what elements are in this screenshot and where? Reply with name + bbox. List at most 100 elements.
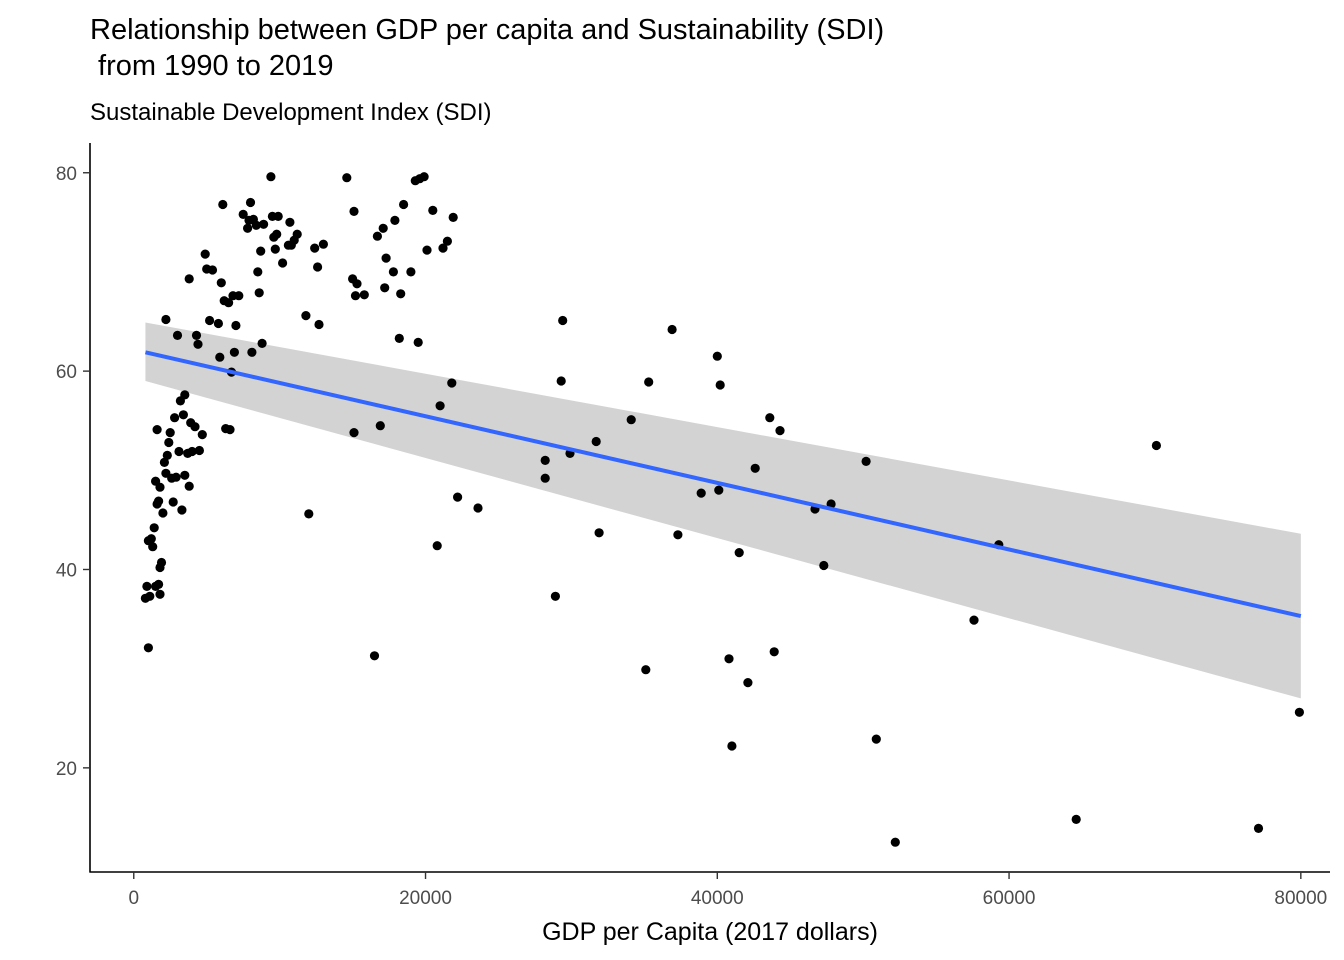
data-point xyxy=(224,298,234,308)
data-point xyxy=(253,267,263,277)
data-point xyxy=(254,288,264,298)
data-point xyxy=(406,267,416,277)
data-point xyxy=(168,497,178,507)
data-point xyxy=(724,654,734,664)
data-point xyxy=(435,401,445,411)
data-point xyxy=(447,378,457,388)
data-point xyxy=(247,347,257,357)
data-point xyxy=(256,246,266,256)
data-point xyxy=(969,615,979,625)
data-point xyxy=(390,215,400,225)
data-point xyxy=(152,425,162,435)
data-point xyxy=(349,428,359,438)
trend-line xyxy=(144,350,1302,619)
x-tick-label: 0 xyxy=(128,888,139,909)
data-point xyxy=(673,530,683,540)
data-point xyxy=(270,244,280,254)
data-point xyxy=(154,579,164,590)
data-point xyxy=(155,589,165,599)
data-point xyxy=(213,318,223,329)
x-axis-title: GDP per Capita (2017 dollars) xyxy=(542,918,878,946)
data-point xyxy=(734,548,744,558)
data-point xyxy=(190,422,200,432)
data-point xyxy=(375,421,385,431)
data-point xyxy=(148,542,158,552)
data-point xyxy=(245,197,256,208)
data-point xyxy=(171,472,181,482)
data-point xyxy=(696,488,706,498)
x-tick-label: 20000 xyxy=(399,888,452,909)
data-point xyxy=(205,315,215,326)
data-point xyxy=(438,243,448,253)
data-point xyxy=(352,279,362,289)
y-tick-label: 40 xyxy=(56,560,77,581)
data-point xyxy=(413,337,423,347)
data-point xyxy=(149,523,159,533)
data-point xyxy=(164,437,174,448)
data-point xyxy=(861,456,871,466)
data-point xyxy=(1071,814,1081,825)
data-point xyxy=(174,446,184,457)
data-point xyxy=(890,837,900,847)
data-point xyxy=(156,557,167,568)
data-point xyxy=(556,376,566,386)
data-point xyxy=(442,236,452,246)
data-point xyxy=(216,278,226,288)
data-point xyxy=(170,413,180,423)
data-point xyxy=(396,289,406,299)
data-point xyxy=(178,410,188,420)
data-point xyxy=(301,311,311,321)
data-point xyxy=(200,249,210,259)
data-point xyxy=(172,330,183,340)
data-point xyxy=(145,591,155,601)
data-point xyxy=(165,428,175,438)
data-point xyxy=(727,741,737,751)
data-point xyxy=(272,229,282,239)
data-point xyxy=(238,209,248,219)
data-point xyxy=(871,734,881,744)
data-point xyxy=(218,199,228,210)
data-point xyxy=(644,377,654,387)
data-point xyxy=(715,380,725,390)
data-point xyxy=(743,678,753,688)
data-point xyxy=(342,173,352,183)
data-point xyxy=(378,223,388,233)
data-point xyxy=(765,413,775,423)
data-point xyxy=(558,315,568,326)
data-point xyxy=(1253,823,1264,834)
data-point xyxy=(594,528,604,538)
data-point xyxy=(193,339,203,349)
data-point xyxy=(234,291,244,301)
data-point xyxy=(180,470,190,480)
data-point xyxy=(184,274,194,284)
data-point xyxy=(381,253,391,263)
data-point xyxy=(591,436,601,447)
data-point xyxy=(422,245,432,255)
data-point xyxy=(1151,440,1161,451)
data-point xyxy=(428,205,438,215)
data-point xyxy=(184,481,194,491)
data-point xyxy=(159,457,169,467)
data-point xyxy=(349,206,359,216)
x-tick-label: 80000 xyxy=(1274,888,1327,909)
data-point xyxy=(641,665,651,675)
data-point xyxy=(215,352,225,362)
data-point xyxy=(359,290,369,300)
data-point xyxy=(225,425,235,435)
data-point xyxy=(257,338,267,348)
x-tick-label: 40000 xyxy=(691,888,744,909)
data-point xyxy=(448,212,458,222)
data-point xyxy=(750,463,760,473)
data-point xyxy=(273,211,283,221)
axes-layer: 0 20000 40000 60000 80000 20 40 60 80 xyxy=(56,143,1330,909)
data-point xyxy=(187,446,197,457)
data-point xyxy=(372,231,382,241)
y-tick-label: 80 xyxy=(56,164,77,185)
data-point xyxy=(180,390,190,400)
data-point xyxy=(819,560,829,571)
data-point xyxy=(161,314,171,325)
trend-line-layer xyxy=(144,350,1302,619)
data-point xyxy=(769,647,779,657)
data-point xyxy=(394,333,404,343)
